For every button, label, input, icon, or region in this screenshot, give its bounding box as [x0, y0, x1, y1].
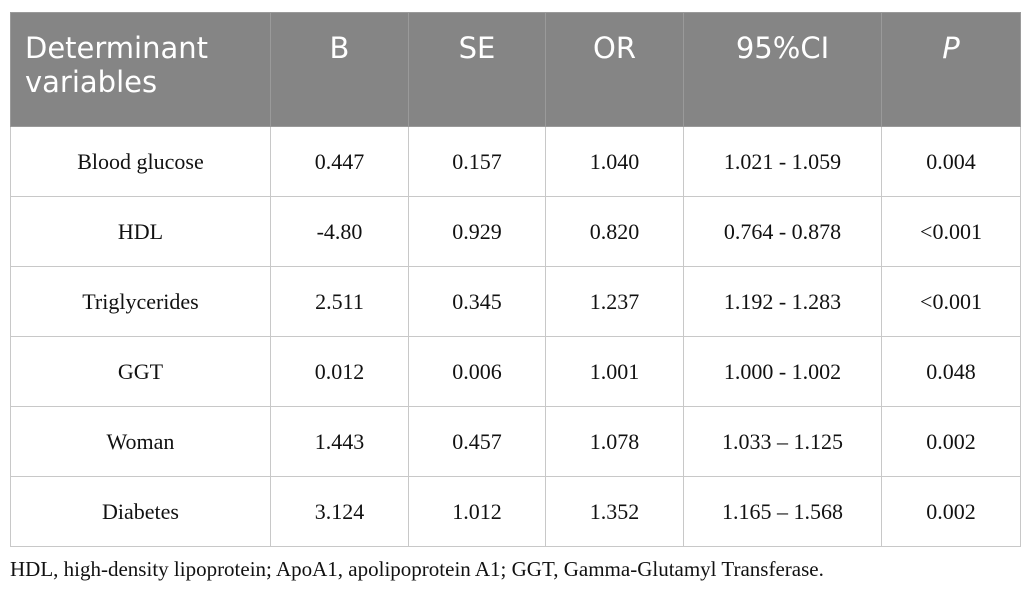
header-cell: B	[270, 12, 409, 127]
cell: 2.511	[270, 266, 409, 337]
cell: 0.006	[408, 336, 546, 407]
cell: 1.192 - 1.283	[683, 266, 882, 337]
cell: 0.004	[881, 126, 1021, 197]
cell: 1.443	[270, 406, 409, 477]
cell: 0.457	[408, 406, 546, 477]
row-label: Triglycerides	[10, 266, 271, 337]
cell: 0.764 - 0.878	[683, 196, 882, 267]
table-body: Blood glucose 0.447 0.157 1.040 1.021 - 1.05…	[10, 126, 1021, 547]
header-cell: P	[881, 12, 1021, 127]
cell: 0.820	[545, 196, 684, 267]
cell: 0.002	[881, 476, 1021, 547]
cell: 0.345	[408, 266, 546, 337]
cell: 0.012	[270, 336, 409, 407]
header-cell: SE	[408, 12, 546, 127]
table-row: GGT 0.012 0.006 1.001 1.000 - 1.002 0.048	[10, 336, 1021, 407]
header-cell: 95%CI	[683, 12, 882, 127]
footnote: HDL, high-density lipoprotein; ApoA1, ap…	[10, 557, 824, 581]
cell: 0.447	[270, 126, 409, 197]
table-row: Triglycerides 2.511 0.345 1.237 1.192 - 1.28…	[10, 266, 1021, 337]
cell: 0.157	[408, 126, 546, 197]
cell: 0.048	[881, 336, 1021, 407]
row-label: Blood glucose	[10, 126, 271, 197]
cell: 1.352	[545, 476, 684, 547]
row-label: Diabetes	[10, 476, 271, 547]
table-row: HDL -4.80 0.929 0.820 0.764 - 0.878 <0.001	[10, 196, 1021, 267]
row-label: GGT	[10, 336, 271, 407]
row-label: Woman	[10, 406, 271, 477]
results-table: Determinant variables B SE OR 95%CI P Blood g…	[10, 12, 1021, 547]
cell: 0.002	[881, 406, 1021, 477]
table-row: Diabetes 3.124 1.012 1.352 1.165 – 1.568 0.00…	[10, 476, 1021, 547]
header-row: Determinant variables B SE OR 95%CI P	[10, 12, 1021, 127]
cell: 1.001	[545, 336, 684, 407]
cell: -4.80	[270, 196, 409, 267]
cell: 1.012	[408, 476, 546, 547]
cell: 1.000 - 1.002	[683, 336, 882, 407]
header-cell: Determinant variables	[10, 12, 271, 127]
cell: 3.124	[270, 476, 409, 547]
table-wrapper: Determinant variables B SE OR 95%CI P Blood g…	[10, 12, 1021, 547]
row-label: HDL	[10, 196, 271, 267]
table-row: Blood glucose 0.447 0.157 1.040 1.021 - 1.05…	[10, 126, 1021, 197]
cell: 1.165 – 1.568	[683, 476, 882, 547]
header-cell: OR	[545, 12, 684, 127]
table-row: Woman 1.443 0.457 1.078 1.033 – 1.125 0.002	[10, 406, 1021, 477]
cell: 1.021 - 1.059	[683, 126, 882, 197]
cell: 0.929	[408, 196, 546, 267]
cell: 1.237	[545, 266, 684, 337]
cell: <0.001	[881, 196, 1021, 267]
cell: 1.078	[545, 406, 684, 477]
cell: <0.001	[881, 266, 1021, 337]
cell: 1.040	[545, 126, 684, 197]
cell: 1.033 – 1.125	[683, 406, 882, 477]
